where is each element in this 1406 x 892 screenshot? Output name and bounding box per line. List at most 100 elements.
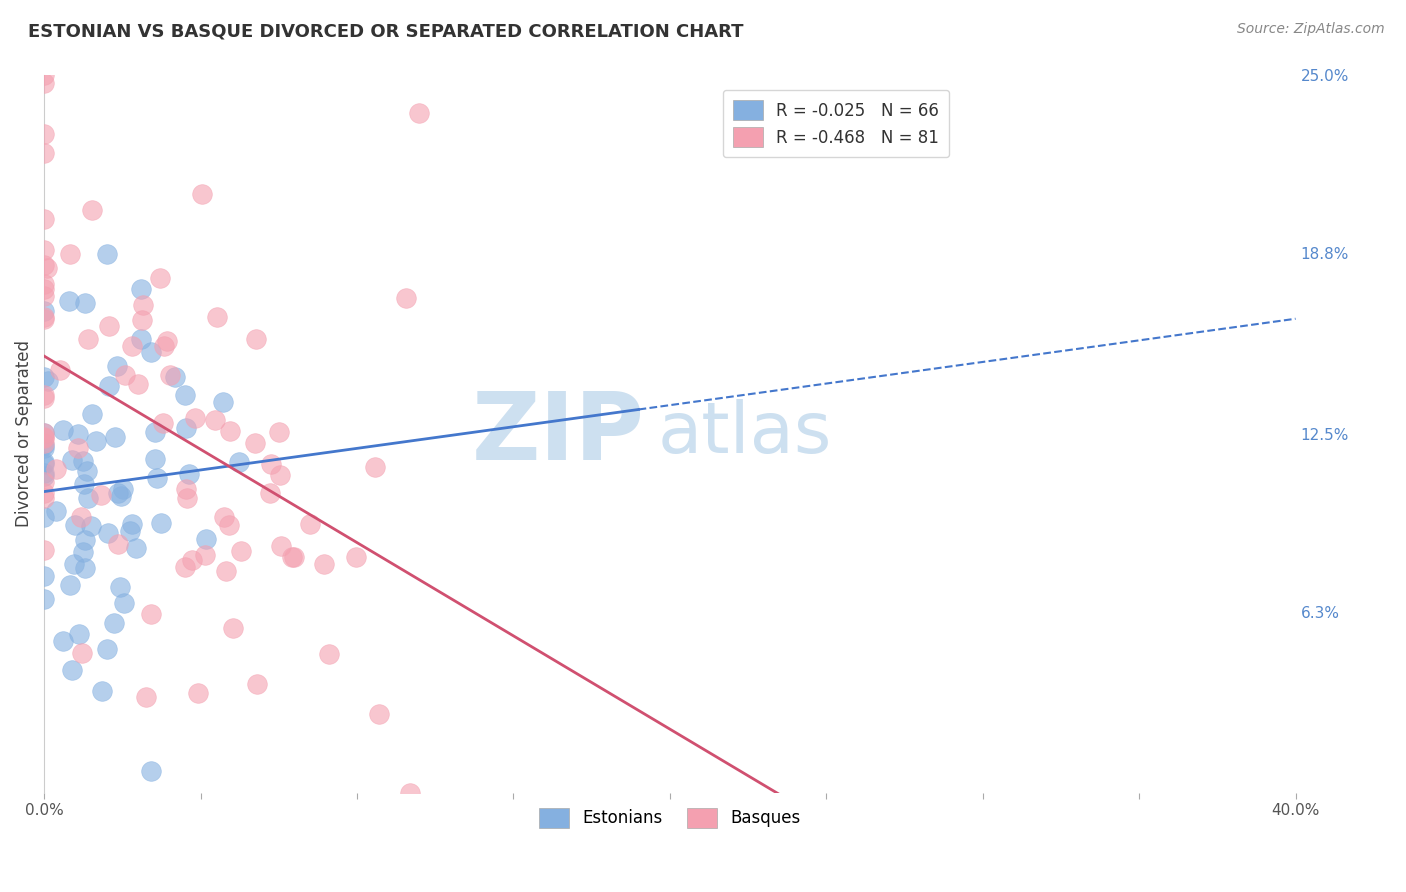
Point xyxy=(173,560,195,574)
Point xyxy=(270,539,292,553)
Point xyxy=(105,359,128,373)
Point xyxy=(32,425,55,440)
Point xyxy=(184,410,207,425)
Point xyxy=(70,510,93,524)
Point xyxy=(73,477,96,491)
Point xyxy=(174,388,197,402)
Point xyxy=(129,332,152,346)
Point xyxy=(153,339,176,353)
Point xyxy=(32,311,55,326)
Point xyxy=(45,504,67,518)
Point xyxy=(60,453,83,467)
Point xyxy=(97,379,120,393)
Point xyxy=(112,482,135,496)
Point xyxy=(32,431,55,445)
Text: ESTONIAN VS BASQUE DIVORCED OR SEPARATED CORRELATION CHART: ESTONIAN VS BASQUE DIVORCED OR SEPARATED… xyxy=(28,22,744,40)
Point xyxy=(32,467,55,481)
Point xyxy=(32,436,55,450)
Point xyxy=(155,334,177,348)
Point xyxy=(228,455,250,469)
Point xyxy=(108,580,131,594)
Point xyxy=(215,564,238,578)
Point xyxy=(75,533,97,548)
Text: Source: ZipAtlas.com: Source: ZipAtlas.com xyxy=(1237,22,1385,37)
Point xyxy=(159,368,181,382)
Point xyxy=(59,247,82,261)
Point xyxy=(32,475,55,490)
Point xyxy=(45,461,67,475)
Point xyxy=(32,391,55,405)
Point xyxy=(229,544,252,558)
Point xyxy=(114,368,136,383)
Point xyxy=(72,454,94,468)
Point xyxy=(312,557,335,571)
Point xyxy=(80,519,103,533)
Point xyxy=(32,442,55,456)
Legend: Estonians, Basques: Estonians, Basques xyxy=(531,801,807,835)
Point xyxy=(104,430,127,444)
Point xyxy=(129,282,152,296)
Point xyxy=(96,247,118,261)
Point xyxy=(59,578,82,592)
Point xyxy=(211,395,233,409)
Point xyxy=(35,260,58,275)
Point xyxy=(299,516,322,531)
Point xyxy=(32,425,55,440)
Point xyxy=(269,467,291,482)
Point xyxy=(96,642,118,657)
Point xyxy=(73,560,96,574)
Point xyxy=(246,677,269,691)
Point xyxy=(367,707,389,722)
Point xyxy=(176,491,198,506)
Point xyxy=(131,313,153,327)
Point xyxy=(67,441,90,455)
Point xyxy=(152,416,174,430)
Point xyxy=(180,553,202,567)
Point xyxy=(32,127,55,141)
Point xyxy=(364,460,387,475)
Point xyxy=(212,510,235,524)
Point xyxy=(32,591,55,606)
Point xyxy=(62,558,84,572)
Point xyxy=(139,344,162,359)
Point xyxy=(32,510,55,524)
Point xyxy=(32,569,55,583)
Point xyxy=(187,685,209,699)
Point xyxy=(395,291,418,305)
Point xyxy=(120,524,142,539)
Point xyxy=(37,374,59,388)
Point xyxy=(91,684,114,698)
Point xyxy=(82,202,104,217)
Point xyxy=(107,485,129,500)
Point xyxy=(67,427,90,442)
Point xyxy=(398,786,420,800)
Point xyxy=(141,607,163,622)
Point xyxy=(51,634,73,648)
Point xyxy=(141,764,163,779)
Point xyxy=(32,468,55,483)
Point xyxy=(32,455,55,469)
Point xyxy=(32,303,55,318)
Point xyxy=(76,491,98,505)
Point xyxy=(32,310,55,325)
Point xyxy=(98,319,121,334)
Point xyxy=(204,413,226,427)
Point xyxy=(80,407,103,421)
Point xyxy=(103,616,125,631)
Point xyxy=(222,621,245,635)
Point xyxy=(176,421,198,435)
Point xyxy=(90,488,112,502)
Point xyxy=(135,690,157,704)
Point xyxy=(132,298,155,312)
Point xyxy=(32,388,55,402)
Point xyxy=(143,452,166,467)
Point xyxy=(32,258,55,272)
Y-axis label: Divorced or Separated: Divorced or Separated xyxy=(15,340,32,527)
Point xyxy=(112,596,135,610)
Point xyxy=(32,430,55,444)
Point xyxy=(76,463,98,477)
Point xyxy=(107,537,129,551)
Point xyxy=(32,491,55,506)
Point xyxy=(58,294,80,309)
Point xyxy=(149,516,172,530)
